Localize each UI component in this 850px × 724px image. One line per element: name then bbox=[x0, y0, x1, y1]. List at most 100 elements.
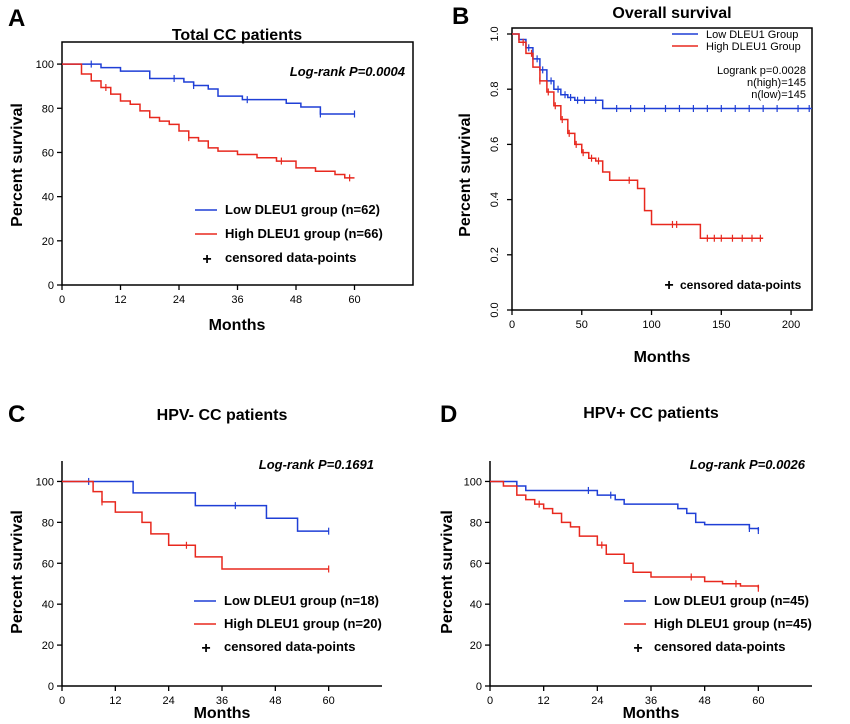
x-tick-label: 12 bbox=[538, 695, 550, 707]
y-tick-label: 20 bbox=[42, 640, 54, 652]
y-axis-label: Percent survival bbox=[457, 113, 474, 237]
panel-letter: B bbox=[452, 3, 469, 30]
x-tick-label: 24 bbox=[173, 294, 185, 306]
panel-letter: C bbox=[8, 401, 25, 428]
panel-letter: D bbox=[440, 401, 457, 428]
y-tick-label: 80 bbox=[42, 103, 54, 115]
y-tick-label: 0.0 bbox=[489, 302, 501, 317]
logrank-annotation: Log-rank P=0.0026 bbox=[690, 457, 806, 472]
legend-entry: censored data-points bbox=[225, 250, 356, 265]
survival-curve-high bbox=[512, 33, 764, 239]
y-tick-label: 0 bbox=[48, 280, 54, 292]
survival-curve-low bbox=[62, 63, 355, 115]
x-axis-label: Months bbox=[194, 705, 251, 722]
x-tick-label: 0 bbox=[59, 695, 65, 707]
legend: Low DLEU1 group (n=62) High DLEU1 group (… bbox=[195, 202, 383, 268]
logrank-annotation: Log-rank P=0.1691 bbox=[259, 457, 374, 472]
y-tick-label: 0.2 bbox=[489, 247, 501, 262]
x-tick-label: 60 bbox=[752, 695, 764, 707]
x-axis-label: Months bbox=[634, 349, 691, 366]
x-tick-label: 24 bbox=[163, 695, 175, 707]
legend-entry: censored data-points bbox=[654, 639, 785, 654]
plot-frame bbox=[511, 27, 813, 311]
censor-legend-symbol: + bbox=[201, 640, 210, 657]
x-tick-label: 48 bbox=[699, 695, 711, 707]
y-tick-label: 0.6 bbox=[489, 137, 501, 152]
x-tick-label: 36 bbox=[645, 695, 657, 707]
y-tick-label: 0 bbox=[48, 681, 54, 693]
x-axis-label: Months bbox=[623, 705, 680, 722]
survival-curve-low bbox=[62, 480, 329, 532]
x-axis-label: Months bbox=[209, 317, 266, 334]
panel-c: C HPV- CC patients 0 12 24 36 48 60 0 20 40 60 80 100… bbox=[8, 401, 382, 722]
censor-legend-symbol: + bbox=[664, 277, 673, 294]
x-tick-label: 0 bbox=[487, 695, 493, 707]
x-tick-label: 200 bbox=[782, 319, 800, 331]
censor-marks-low bbox=[528, 44, 810, 113]
legend-entry: Low DLEU1 group (n=18) bbox=[224, 593, 379, 608]
legend: Low DLEU1 group (n=18) High DLEU1 group (… bbox=[194, 593, 382, 657]
y-tick-label: 20 bbox=[470, 640, 482, 652]
logrank-annotation: Log-rank P=0.0004 bbox=[290, 64, 406, 79]
chart-title: HPV- CC patients bbox=[157, 407, 288, 424]
censor-legend-symbol: + bbox=[633, 640, 642, 657]
y-tick-label: 80 bbox=[470, 517, 482, 529]
censor-marks-high bbox=[101, 498, 330, 573]
x-tick-label: 50 bbox=[576, 319, 588, 331]
x-tick-label: 12 bbox=[114, 294, 126, 306]
y-tick-label: 0.8 bbox=[489, 82, 501, 97]
x-tick-label: 150 bbox=[712, 319, 730, 331]
stat-line: n(high)=145 bbox=[747, 77, 806, 89]
y-tick-label: 20 bbox=[42, 236, 54, 248]
legend-entry: High DLEU1 group (n=20) bbox=[224, 616, 382, 631]
x-tick-label: 100 bbox=[642, 319, 660, 331]
legend-entry: High DLEU1 group (n=66) bbox=[225, 226, 383, 241]
panel-d: D HPV+ CC patients 0 12 24 36 48 60 0 20 40 60 80 100… bbox=[439, 401, 812, 722]
censor-marks-low bbox=[516, 482, 759, 535]
censor-legend-symbol: + bbox=[202, 251, 211, 268]
censor-marks-low bbox=[90, 60, 356, 118]
y-tick-label: 0.4 bbox=[489, 192, 501, 207]
survival-curve-low bbox=[490, 480, 760, 531]
x-tick-label: 12 bbox=[109, 695, 121, 707]
censor-marks-high bbox=[105, 84, 351, 182]
x-tick-label: 48 bbox=[269, 695, 281, 707]
chart-title: HPV+ CC patients bbox=[583, 405, 719, 422]
panel-a: A Total CC patients 0 12 24 36 48 60 0 20 40 60 80 10… bbox=[8, 5, 414, 334]
y-axis-label: Percent survival bbox=[9, 510, 26, 634]
y-tick-label: 40 bbox=[470, 599, 482, 611]
x-tick-label: 60 bbox=[323, 695, 335, 707]
legend-entry: Low DLEU1 Group bbox=[706, 29, 798, 41]
panel-letter: A bbox=[8, 5, 25, 32]
legend-entry: censored data-points bbox=[224, 639, 355, 654]
y-tick-label: 60 bbox=[42, 147, 54, 159]
survival-curve-high bbox=[490, 480, 760, 589]
x-tick-label: 36 bbox=[231, 294, 243, 306]
chart-title: Total CC patients bbox=[172, 27, 302, 44]
y-tick-label: 100 bbox=[36, 476, 54, 488]
x-tick-label: 0 bbox=[59, 294, 65, 306]
x-tick-label: 48 bbox=[290, 294, 302, 306]
y-tick-label: 100 bbox=[36, 59, 54, 71]
x-tick-label: 36 bbox=[216, 695, 228, 707]
censor-marks-high bbox=[538, 500, 759, 592]
y-tick-label: 100 bbox=[464, 476, 482, 488]
y-tick-label: 0 bbox=[476, 681, 482, 693]
survival-curve-high bbox=[62, 63, 355, 179]
censor-marks-high bbox=[522, 38, 761, 242]
legend-entry: Low DLEU1 group (n=45) bbox=[654, 593, 809, 608]
censor-legend-label: censored data-points bbox=[680, 278, 802, 292]
y-tick-label: 40 bbox=[42, 192, 54, 204]
chart-title: Overall survival bbox=[612, 5, 731, 22]
survival-curve-high bbox=[62, 480, 329, 570]
panel-b: B Overall survival 0 50 100 150 200 0.0 0.2 0.4 0.… bbox=[452, 3, 813, 366]
x-tick-label: 0 bbox=[509, 319, 515, 331]
y-tick-label: 80 bbox=[42, 517, 54, 529]
legend-entry: Low DLEU1 group (n=62) bbox=[225, 202, 380, 217]
y-tick-label: 40 bbox=[42, 599, 54, 611]
stat-line: Logrank p=0.0028 bbox=[717, 65, 806, 77]
stat-line: n(low)=145 bbox=[751, 89, 806, 101]
